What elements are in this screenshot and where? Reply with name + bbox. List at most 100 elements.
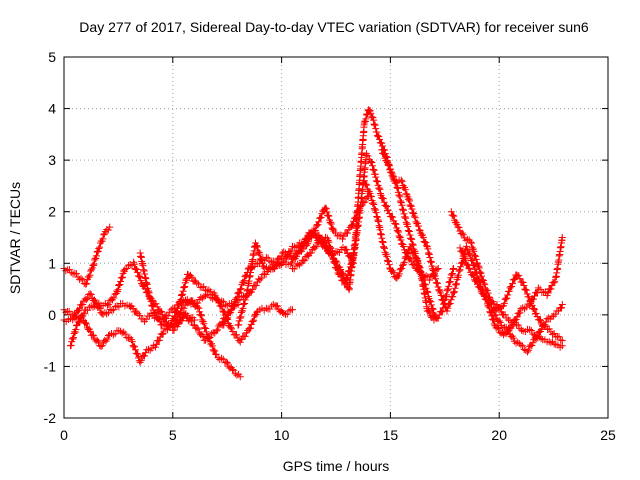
data-point xyxy=(114,286,122,294)
data-point xyxy=(314,221,322,229)
data-point xyxy=(234,289,242,297)
data-point xyxy=(143,280,151,288)
data-point xyxy=(325,242,333,250)
data-point xyxy=(438,296,446,304)
data-point xyxy=(235,321,243,329)
data-point xyxy=(159,329,167,337)
data-point xyxy=(505,287,513,295)
data-point xyxy=(272,302,280,310)
data-point xyxy=(407,245,415,253)
data-point xyxy=(343,246,351,254)
data-point xyxy=(370,166,378,174)
data-point xyxy=(509,334,517,342)
data-point xyxy=(235,288,243,296)
data-point xyxy=(422,284,430,292)
data-point xyxy=(307,249,315,257)
data-point xyxy=(364,152,372,160)
data-point xyxy=(337,231,345,239)
data-point xyxy=(249,318,257,326)
data-point xyxy=(402,190,410,198)
data-point xyxy=(220,321,228,329)
data-point xyxy=(198,316,206,324)
data-point xyxy=(510,275,518,283)
data-point xyxy=(89,262,97,270)
data-point xyxy=(398,265,406,273)
data-point xyxy=(424,249,432,257)
data-point xyxy=(205,335,213,343)
data-point xyxy=(156,317,164,325)
data-point xyxy=(287,247,295,255)
x-tick-label: 10 xyxy=(274,427,290,443)
data-point xyxy=(390,269,398,277)
data-point xyxy=(367,193,375,201)
data-point xyxy=(143,280,151,288)
data-point xyxy=(536,285,544,293)
data-point xyxy=(145,287,153,295)
data-point xyxy=(250,316,258,324)
data-point xyxy=(525,346,533,354)
data-point xyxy=(218,303,226,311)
data-point xyxy=(108,307,116,315)
data-point xyxy=(505,327,513,335)
data-point xyxy=(500,299,508,307)
data-point xyxy=(274,260,282,268)
data-point xyxy=(425,250,433,258)
data-point xyxy=(141,352,149,360)
data-point xyxy=(383,252,391,260)
data-point xyxy=(237,313,245,321)
data-point xyxy=(184,317,192,325)
data-point xyxy=(508,283,516,291)
data-point xyxy=(455,271,463,279)
data-point xyxy=(337,266,345,274)
data-point xyxy=(280,309,288,317)
data-point xyxy=(380,244,388,252)
data-point xyxy=(97,342,105,350)
data-point xyxy=(530,295,538,303)
data-point xyxy=(71,310,79,318)
data-point xyxy=(167,321,175,329)
data-point xyxy=(103,335,111,343)
data-point xyxy=(462,260,470,268)
data-point xyxy=(93,336,101,344)
data-point xyxy=(448,270,456,278)
data-point xyxy=(534,284,542,292)
series-track-8 xyxy=(234,192,373,329)
data-point xyxy=(423,242,431,250)
data-point xyxy=(492,311,500,319)
data-point xyxy=(258,256,266,264)
data-point xyxy=(211,291,219,299)
data-point xyxy=(380,198,388,206)
plot-frame xyxy=(63,56,609,419)
data-point xyxy=(100,231,108,239)
data-point xyxy=(335,248,343,256)
data-point xyxy=(197,293,205,301)
data-point xyxy=(152,310,160,318)
data-point xyxy=(398,177,406,185)
data-point xyxy=(412,254,420,262)
data-point xyxy=(228,306,236,314)
x-tick-label: 0 xyxy=(60,427,68,443)
data-point xyxy=(241,332,249,340)
data-point xyxy=(327,250,335,258)
data-point xyxy=(332,257,340,265)
data-point xyxy=(437,291,445,299)
data-point xyxy=(395,232,403,240)
data-point xyxy=(111,330,119,338)
data-point xyxy=(87,291,95,299)
data-point xyxy=(445,300,453,308)
data-point xyxy=(179,287,187,295)
data-point xyxy=(222,358,230,366)
data-point xyxy=(469,270,477,278)
data-point xyxy=(360,177,368,185)
data-point xyxy=(396,193,404,201)
data-point xyxy=(99,235,107,243)
data-point xyxy=(472,255,480,263)
data-point xyxy=(518,326,526,334)
data-point xyxy=(472,252,480,260)
data-point xyxy=(380,150,388,158)
data-point xyxy=(420,280,428,288)
data-point xyxy=(290,265,298,273)
data-point xyxy=(311,226,319,234)
data-point xyxy=(135,272,143,280)
data-point xyxy=(433,279,441,287)
